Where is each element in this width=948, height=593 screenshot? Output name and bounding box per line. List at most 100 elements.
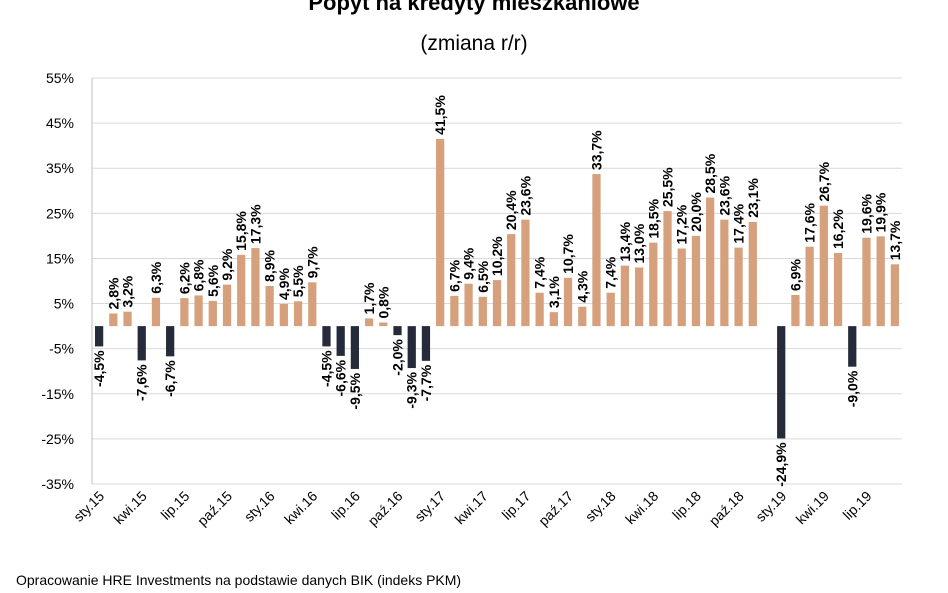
- bar: [805, 246, 814, 327]
- data-label: 16,2%: [830, 209, 846, 249]
- bar: [492, 280, 502, 327]
- bar: [663, 211, 672, 327]
- bar: [691, 235, 701, 327]
- data-label: 10,2%: [489, 236, 505, 276]
- data-label: -9,5%: [347, 372, 363, 409]
- data-label: -6,6%: [333, 359, 349, 396]
- data-label: 1,7%: [361, 282, 377, 314]
- x-tick-label: sty.18: [582, 488, 619, 525]
- bar: [734, 247, 743, 327]
- data-label: 6,3%: [148, 261, 164, 293]
- data-label: -9,3%: [404, 372, 420, 409]
- data-label: 5,5%: [290, 265, 306, 297]
- data-label: 19,6%: [858, 193, 874, 233]
- x-tick-label: kwi.19: [793, 488, 833, 528]
- data-label: 6,5%: [475, 260, 491, 292]
- bar: [833, 253, 843, 327]
- data-label: 13,7%: [887, 220, 903, 260]
- data-label: 25,5%: [660, 167, 676, 207]
- data-label: 7,4%: [603, 256, 619, 288]
- data-label: 6,2%: [176, 262, 192, 294]
- bar: [521, 219, 530, 327]
- bar: [407, 326, 416, 369]
- data-label: 7,4%: [532, 256, 548, 288]
- bar: [251, 248, 260, 327]
- data-label: 0,8%: [375, 286, 391, 318]
- bar: [322, 326, 331, 347]
- x-tick-label: paź.18: [706, 488, 747, 529]
- data-labels: -4,5%2,8%3,2%-7,6%6,3%-6,7%6,2%6,8%5,6%9…: [91, 95, 903, 487]
- bar: [393, 326, 402, 336]
- bar: [137, 326, 146, 361]
- source-note: Opracowanie HRE Investments na podstawie…: [16, 572, 462, 588]
- data-label: 2,8%: [105, 277, 121, 309]
- bar: [336, 326, 345, 356]
- chart-title: Popyt na kredyty mieszkaniowe: [308, 0, 640, 15]
- data-label: 41,5%: [432, 95, 448, 135]
- x-tick-label: lip.19: [840, 488, 875, 523]
- data-label: 20,4%: [503, 190, 519, 230]
- bar: [507, 234, 516, 327]
- bar: [379, 322, 388, 327]
- data-label: 6,9%: [787, 259, 803, 291]
- bar: [478, 296, 487, 327]
- bar: [350, 326, 360, 369]
- y-tick-label: 55%: [46, 70, 74, 86]
- x-axis-ticks: sty.15 kwi.15 lip.15 paź.15 sty.16 kwi.16 lip.…: [70, 488, 875, 529]
- data-label: 17,3%: [247, 204, 263, 244]
- bar: [94, 326, 104, 347]
- data-label: -9,0%: [844, 370, 860, 407]
- chart: 55%45%35%25%15%5%-5%-15%-25%-35% sty.15 k…: [41, 70, 903, 529]
- data-label: 3,1%: [546, 276, 562, 308]
- y-axis-ticks: 55% 45% 35% 25% 15% 5% -5% -15% -25% -35%: [41, 70, 74, 492]
- data-label: 23,6%: [517, 175, 533, 215]
- x-tick-label: lip.17: [499, 488, 534, 523]
- bar: [549, 312, 558, 327]
- bar: [293, 301, 303, 327]
- y-tick-label: 15%: [46, 250, 74, 266]
- data-label: 28,5%: [702, 153, 718, 193]
- x-tick-label: sty.19: [752, 488, 789, 525]
- data-label: 9,2%: [219, 248, 235, 280]
- bar: [222, 284, 232, 327]
- x-tick-label: paź.16: [365, 488, 406, 529]
- bar: [563, 277, 573, 327]
- y-tick-label: -15%: [41, 386, 74, 402]
- data-label: -4,5%: [91, 350, 107, 387]
- bar: [720, 219, 729, 327]
- x-tick-label: kwi.18: [622, 488, 662, 528]
- data-label: 18,5%: [645, 198, 661, 238]
- bar: [279, 304, 288, 327]
- bars: [94, 138, 900, 439]
- data-label: 9,7%: [304, 246, 320, 278]
- data-label: -7,7%: [418, 364, 434, 401]
- bar: [364, 318, 374, 327]
- bar: [308, 282, 317, 327]
- data-label: 20,0%: [688, 192, 704, 232]
- x-tick-label: kwi.15: [110, 488, 150, 528]
- y-tick-label: -35%: [41, 476, 74, 492]
- y-tick-label: 25%: [46, 205, 74, 221]
- bar: [706, 197, 715, 327]
- data-label: 23,1%: [745, 178, 761, 218]
- x-tick-label: lip.16: [328, 488, 363, 523]
- data-label: 19,9%: [873, 192, 889, 232]
- x-tick-label: paź.17: [535, 488, 576, 529]
- y-tick-label: -5%: [49, 341, 74, 357]
- data-label: 26,7%: [816, 161, 832, 201]
- bar: [535, 292, 544, 327]
- bar: [592, 174, 601, 327]
- bar: [265, 285, 274, 327]
- data-label: 33,7%: [588, 130, 604, 170]
- data-label: -24,9%: [773, 442, 789, 487]
- bar: [578, 306, 587, 327]
- y-tick-label: 5%: [54, 296, 74, 312]
- bar: [109, 313, 118, 327]
- data-label: 10,7%: [560, 234, 576, 274]
- bar: [194, 295, 203, 327]
- data-label: 17,6%: [802, 202, 818, 242]
- x-tick-label: sty.16: [241, 488, 278, 525]
- data-label: 3,2%: [120, 275, 136, 307]
- x-tick-label: sty.15: [70, 488, 107, 525]
- data-label: 17,4%: [731, 203, 747, 243]
